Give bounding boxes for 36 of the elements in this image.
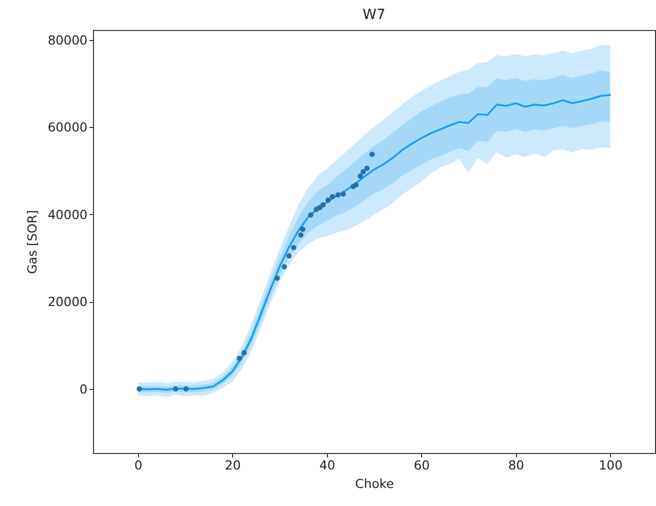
x-tick-label: 60 [414,458,430,472]
point [241,350,247,356]
point [320,202,326,208]
y-tick-label: 40000 [48,206,88,222]
x-tick-label: 100 [598,458,623,472]
point [136,386,142,392]
y-axis-title: Gas [SOR] [24,210,40,274]
point [360,169,366,174]
point [335,192,341,198]
x-tick-label: 20 [224,458,241,472]
chart-title: W7 [362,7,386,23]
point [300,226,306,232]
point [369,152,375,157]
x-tick-label: 0 [134,458,142,472]
y-tick-label: 20000 [48,294,88,310]
x-tick-label: 80 [508,458,524,472]
point [173,386,178,392]
y-tick-label: 60000 [48,120,88,135]
point [291,244,296,250]
point [236,356,242,362]
point [326,197,331,203]
point [364,166,370,171]
x-tick-label: 40 [319,458,336,472]
point [330,194,336,200]
point [340,191,346,197]
point [308,212,314,218]
point [282,264,287,270]
x-axis-title: Choke [355,476,394,491]
point [183,386,189,392]
point [298,232,304,238]
point [353,182,359,188]
point [358,173,363,179]
y-tick-label: 80000 [48,32,88,48]
point [286,253,292,259]
y-tick-label: 0 [80,381,88,396]
point [274,275,280,281]
